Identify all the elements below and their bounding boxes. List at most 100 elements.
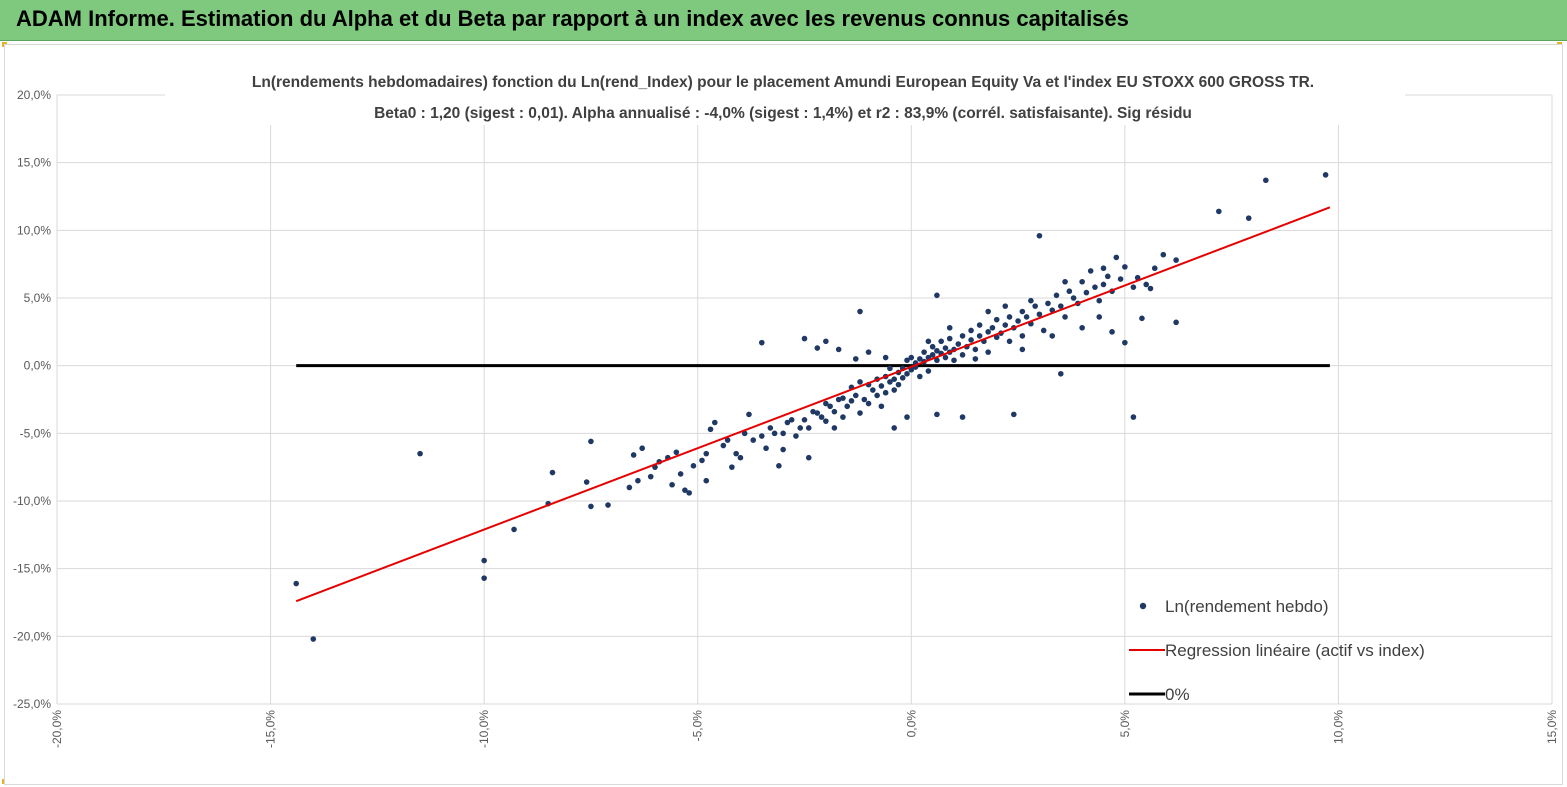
data-point <box>605 502 611 508</box>
data-point <box>758 433 765 439</box>
data-point <box>878 403 885 410</box>
data-point <box>827 403 833 410</box>
data-point <box>1053 292 1060 299</box>
data-point <box>626 484 633 491</box>
regression-line <box>295 206 1331 603</box>
data-point <box>549 469 556 476</box>
x-tick-label: 0,0% <box>904 710 918 738</box>
data-point <box>1045 300 1051 307</box>
data-point <box>481 557 487 564</box>
data-point <box>746 411 752 418</box>
data-point <box>861 396 868 403</box>
page-title: ADAM Informe. Estimation du Alpha et du … <box>16 6 1129 31</box>
data-point <box>989 324 996 331</box>
data-point <box>976 322 983 328</box>
data-point <box>771 430 778 437</box>
data-point <box>823 418 829 424</box>
data-point <box>878 383 885 389</box>
data-point <box>1087 268 1094 274</box>
data-point <box>887 365 893 372</box>
data-point <box>293 580 300 587</box>
data-point <box>511 526 517 533</box>
data-point <box>904 357 910 364</box>
data-point <box>712 419 718 426</box>
data-point <box>1011 411 1017 418</box>
data-point <box>703 450 710 457</box>
data-point <box>1160 251 1167 258</box>
data-point <box>583 479 590 485</box>
data-point <box>1173 257 1179 263</box>
data-point <box>852 356 859 362</box>
data-point <box>1019 346 1026 353</box>
data-point <box>942 354 949 361</box>
header-band: ADAM Informe. Estimation du Alpha et du … <box>0 0 1567 41</box>
data-point <box>857 410 863 416</box>
data-point <box>1104 273 1111 280</box>
data-point <box>1100 265 1107 272</box>
data-point <box>959 352 966 358</box>
data-point <box>767 425 774 431</box>
data-point <box>1147 285 1154 292</box>
data-point <box>1028 297 1034 304</box>
y-tick-label: 0,0% <box>24 359 52 373</box>
data-point <box>797 425 804 431</box>
data-point <box>814 410 821 416</box>
data-point <box>934 357 940 364</box>
data-point <box>690 463 697 469</box>
y-tick-label: -20,0% <box>13 629 51 643</box>
data-point <box>929 352 936 358</box>
data-point <box>857 308 863 315</box>
x-tick-label: -5,0% <box>691 710 705 742</box>
data-point <box>758 339 765 346</box>
data-point <box>805 454 812 461</box>
data-point <box>857 379 863 385</box>
data-point <box>733 450 739 457</box>
data-point <box>1096 297 1103 304</box>
x-tick-label: 5,0% <box>1118 710 1132 738</box>
data-point <box>1040 327 1047 334</box>
data-point <box>934 347 940 354</box>
data-point <box>647 473 654 480</box>
data-point <box>921 349 927 355</box>
data-point <box>1036 232 1043 239</box>
data-point <box>729 464 735 470</box>
data-point <box>831 408 838 415</box>
data-point <box>1092 284 1098 290</box>
data-point <box>1062 278 1068 285</box>
data-point <box>891 425 897 431</box>
data-point <box>720 442 727 449</box>
data-point <box>934 292 940 299</box>
data-point <box>788 417 795 423</box>
data-point <box>741 430 748 437</box>
data-point <box>985 329 991 335</box>
data-point <box>925 368 932 374</box>
data-point <box>1006 338 1013 345</box>
data-point <box>917 373 923 380</box>
data-point <box>682 487 688 493</box>
x-tick-label: 10,0% <box>1331 710 1345 744</box>
data-point <box>1139 315 1145 322</box>
data-point <box>874 392 880 399</box>
data-point <box>630 452 637 458</box>
data-point <box>904 370 910 377</box>
y-tick-label: 20,0% <box>17 88 51 102</box>
legend: Ln(rendement hebdo) Regression linéaire … <box>1129 597 1425 704</box>
chart-title-line2: Beta0 : 1,20 (sigest : 0,01). Alpha annu… <box>374 105 1192 122</box>
data-point <box>707 426 714 433</box>
data-point <box>1263 177 1269 184</box>
data-point <box>737 454 744 461</box>
data-point <box>1023 314 1030 320</box>
data-point <box>673 449 680 456</box>
data-point <box>763 445 769 452</box>
data-point <box>1117 276 1124 282</box>
data-point <box>639 445 645 452</box>
x-tick-label: -15,0% <box>264 710 278 748</box>
data-point <box>1143 281 1150 288</box>
data-point <box>588 503 594 510</box>
data-point <box>882 354 889 361</box>
data-point <box>925 338 932 345</box>
data-point <box>776 463 782 469</box>
data-point <box>959 333 966 339</box>
series <box>293 172 1331 642</box>
data-point <box>870 387 876 393</box>
